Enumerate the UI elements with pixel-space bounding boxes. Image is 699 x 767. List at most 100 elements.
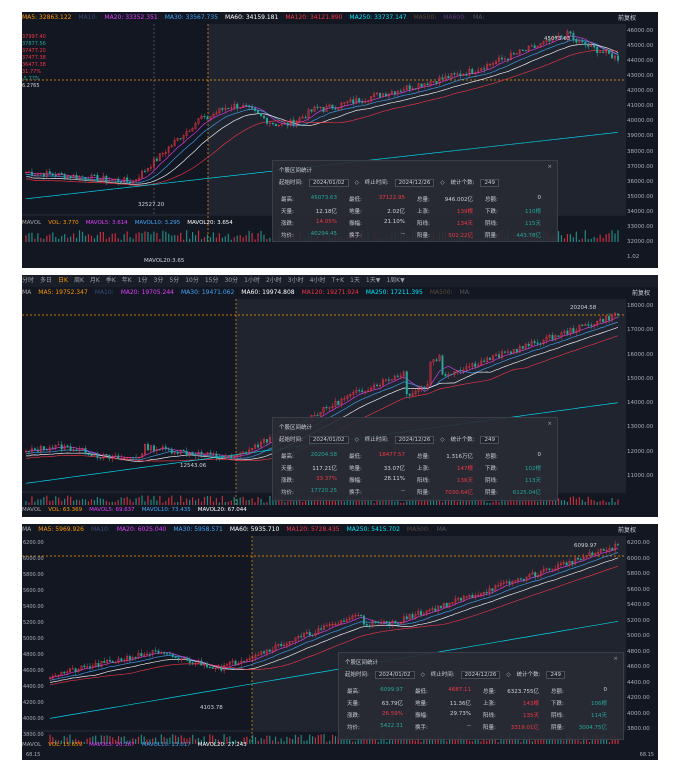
interval-stats-popup-2[interactable]: 个股区间统计 × 起始时间: 2024/01/02 ◇ 终止时间: 2024/12/26 ◇ 统…	[272, 417, 558, 501]
stat-key: 阴量:	[551, 725, 564, 731]
chart-panel-2[interactable]: MA MA5: 19752.347 MA10: MA20: 19705.244 MA30…	[22, 287, 658, 517]
volume-bar	[197, 737, 200, 744]
stat-key: 阳线:	[483, 713, 496, 719]
query-field[interactable]: 2024/12/26	[394, 179, 435, 187]
candle-body	[254, 444, 257, 449]
period-tab[interactable]: 年K	[121, 277, 132, 284]
price-tick: 44000.00	[627, 58, 654, 65]
period-tab[interactable]: 5分	[169, 277, 180, 284]
query-field[interactable]: 249	[480, 179, 499, 187]
price-tick: 13000.00	[627, 424, 654, 431]
candle-body	[442, 602, 445, 608]
volume-bar	[575, 231, 577, 242]
volume-bar	[203, 237, 206, 242]
interval-stats-popup-1[interactable]: 个股区间统计 × 起始时间: 2024/01/02 ◇ 终止时间: 2024/12/26 ◇ 统…	[272, 160, 558, 242]
ma-legend-item: MA500:	[413, 14, 437, 21]
candle-body	[456, 370, 459, 372]
period-tab[interactable]: 1天▼	[365, 277, 381, 284]
period-tab[interactable]: 1小时	[244, 277, 260, 284]
price-tick: 46000.00	[627, 28, 654, 34]
volume-bar	[429, 736, 431, 744]
volume-bar	[194, 235, 197, 242]
candle-body	[33, 174, 36, 176]
volume-bar	[61, 236, 63, 242]
period-tab[interactable]: 日K	[58, 277, 68, 284]
period-tab[interactable]: 1分	[137, 277, 148, 284]
volume-bar	[72, 233, 75, 242]
candle-body	[307, 109, 310, 118]
adjust-button-1[interactable]: 前复权	[617, 15, 636, 22]
candle-body	[503, 351, 506, 353]
candle-body	[438, 77, 441, 84]
volume-bar	[303, 740, 305, 744]
candle-body	[245, 659, 248, 662]
volume-bar	[537, 501, 539, 505]
candle-body	[420, 611, 423, 616]
query-field[interactable]: 249	[480, 436, 499, 444]
period-tab[interactable]: 30分	[224, 277, 239, 284]
close-icon[interactable]: ×	[613, 656, 618, 662]
period-tab[interactable]: 10分	[185, 277, 199, 284]
left-price-tick: 5400.00	[23, 604, 44, 610]
volume-bar	[543, 737, 545, 744]
chart-panel-1[interactable]: MA5: 32863.122 MA10: MA20: 33352.351 MA30: …	[22, 12, 658, 268]
adjust-button-3[interactable]: 前复权	[617, 527, 636, 534]
volume-bar	[587, 496, 589, 505]
period-tab[interactable]: 分时	[22, 277, 35, 284]
period-tab[interactable]: 2小时	[265, 277, 282, 284]
ma-legend-item: MA30: 5958.571	[173, 526, 223, 533]
query-field[interactable]: 2024/01/02	[308, 436, 349, 444]
query-field[interactable]: 2024/12/26	[394, 436, 435, 444]
volume-legend-item: MAVOL20: 27.243	[197, 742, 247, 748]
query-field[interactable]: 2024/01/02	[374, 671, 415, 679]
interval-stats-popup-3[interactable]: 个股区间统计 × 起始时间: 2024/01/02 ◇ 终止时间: 2024/12/26 ◇ 统…	[338, 652, 624, 740]
volume-bar	[49, 234, 51, 242]
candle-body	[148, 653, 151, 655]
period-tab[interactable]: T+K	[331, 277, 345, 284]
ma-legend-item: MA500:	[429, 289, 453, 296]
period-tab[interactable]: 15分	[204, 277, 219, 284]
chart-panel-3[interactable]: MA MA5: 5969.926 MA10: MA20: 6025.040 MA30: …	[22, 524, 658, 760]
period-tab[interactable]: 3小时	[287, 277, 304, 284]
volume-bar	[578, 496, 580, 505]
volume-bar	[227, 501, 229, 505]
left-price-tick: 4000.00	[23, 716, 44, 722]
ma-legend-item: MA120: 19271.924	[301, 289, 359, 296]
period-tab[interactable]: 1周K▼	[386, 277, 405, 284]
volume-bar	[163, 736, 165, 744]
candle-body	[599, 548, 602, 553]
candle-body	[569, 328, 572, 335]
volume-bar	[115, 739, 117, 744]
query-field[interactable]: 2024/01/02	[308, 179, 349, 187]
volume-bar	[102, 499, 104, 505]
volume-bar	[72, 739, 74, 744]
stat-key: 地量:	[415, 701, 428, 707]
volume-bar	[257, 740, 259, 744]
candle-body	[69, 175, 72, 179]
query-field[interactable]: 2024/12/26	[460, 671, 501, 679]
candle-body	[524, 50, 527, 52]
stat-value: 12.18亿	[315, 209, 337, 215]
period-tab[interactable]: 1天	[350, 277, 360, 284]
period-tab[interactable]: 4小时	[309, 277, 326, 284]
query-field[interactable]: 249	[546, 671, 565, 679]
candle-body	[242, 451, 245, 454]
candle-body	[533, 45, 536, 48]
period-tab[interactable]: 多日	[40, 277, 53, 284]
close-icon[interactable]: ×	[547, 164, 552, 170]
volume-bar	[63, 735, 65, 744]
candle-body	[108, 659, 111, 662]
period-tab[interactable]: 季K	[105, 277, 116, 284]
price-tick: 37000.00	[627, 163, 654, 170]
close-icon[interactable]: ×	[547, 421, 552, 427]
period-tab[interactable]: 周K	[73, 277, 84, 284]
candle-body	[129, 457, 132, 459]
candle-body	[557, 35, 560, 39]
volume-bar	[245, 500, 247, 505]
period-tab[interactable]: 3分	[153, 277, 164, 284]
price-axis-3: 6200.00 6000.00 5800.00 5600.00 5400.00 5200.…	[624, 536, 658, 744]
candle-body	[90, 174, 93, 181]
ma-legend-2: MA MA5: 19752.347 MA10: MA20: 19705.244 MA30…	[22, 287, 658, 299]
period-tab[interactable]: 月K	[89, 277, 100, 284]
adjust-button-2[interactable]: 前复权	[631, 290, 650, 297]
